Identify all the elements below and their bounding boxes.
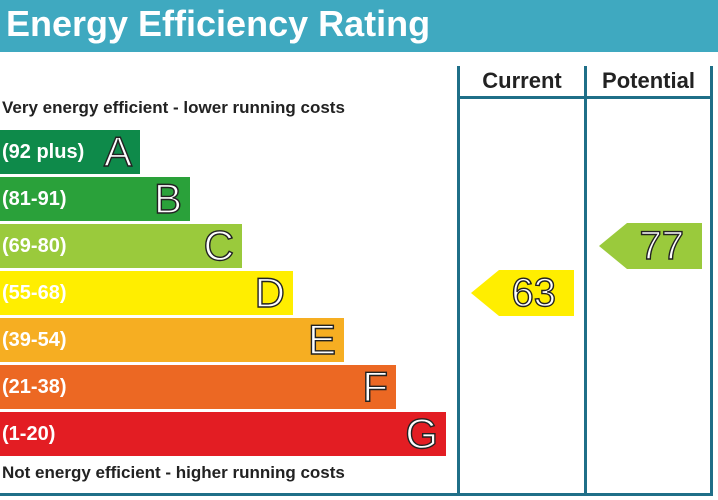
- current-column-header: Current: [482, 68, 562, 93]
- band-range-label: (39-54): [2, 329, 67, 351]
- potential-rating-arrow: 77: [599, 223, 702, 269]
- band-letter: B: [153, 174, 182, 222]
- potential-column-header: Potential: [602, 68, 695, 93]
- band-range-label: (81-91): [2, 188, 67, 210]
- header-bar: Energy Efficiency Rating: [0, 0, 718, 52]
- band-letter: E: [307, 315, 336, 363]
- band-range-label: (1-20): [2, 423, 56, 445]
- bottom-caption: Not energy efficient - higher running co…: [2, 463, 345, 482]
- band-a: (92 plus) A: [0, 127, 140, 176]
- band-letter: D: [254, 268, 286, 316]
- band-letter: F: [362, 362, 389, 410]
- band-range-label: (69-80): [2, 235, 67, 257]
- page-title: Energy Efficiency Rating: [6, 3, 431, 44]
- band-f: (21-38) F: [0, 362, 396, 411]
- band-letter: G: [405, 409, 439, 457]
- column-divider-left: [457, 66, 460, 496]
- potential-rating-value: 77: [639, 223, 685, 268]
- header-row-divider: [457, 96, 713, 99]
- band-range-label: (55-68): [2, 282, 67, 304]
- current-rating-arrow: 63: [471, 270, 574, 316]
- band-c: (69-80) C: [0, 221, 242, 270]
- band-e: (39-54) E: [0, 315, 344, 364]
- band-letter: A: [103, 127, 132, 175]
- top-caption: Very energy efficient - lower running co…: [2, 98, 345, 117]
- column-divider-right: [710, 66, 713, 496]
- band-range-label: (21-38): [2, 376, 67, 398]
- bottom-border: [0, 493, 713, 496]
- band-range-label: (92 plus): [2, 141, 85, 163]
- band-b: (81-91) B: [0, 174, 190, 223]
- band-g: (1-20) G: [0, 409, 446, 458]
- band-d: (55-68) D: [0, 268, 293, 317]
- band-letter: C: [203, 221, 235, 269]
- column-divider-middle: [584, 66, 587, 496]
- current-rating-value: 63: [511, 270, 557, 315]
